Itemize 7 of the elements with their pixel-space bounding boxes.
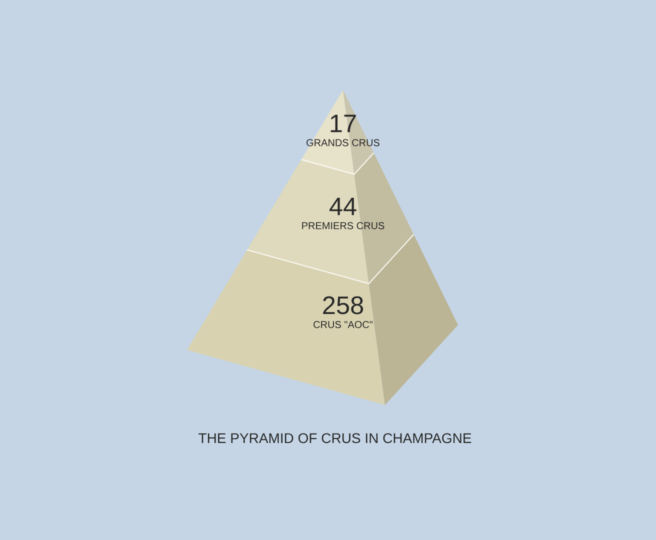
data-label: 44	[330, 198, 356, 216]
text: THE PYRAMID OF CRUS IN CHAMPAGNE	[198, 433, 472, 444]
data-label: 258	[323, 296, 364, 314]
category-label: PREMIERS CRUS	[302, 222, 384, 230]
category-label: GRANDS CRUS	[306, 139, 380, 146]
data-label: 17	[330, 114, 356, 132]
category-label: CRUS "AOC"	[314, 321, 372, 328]
